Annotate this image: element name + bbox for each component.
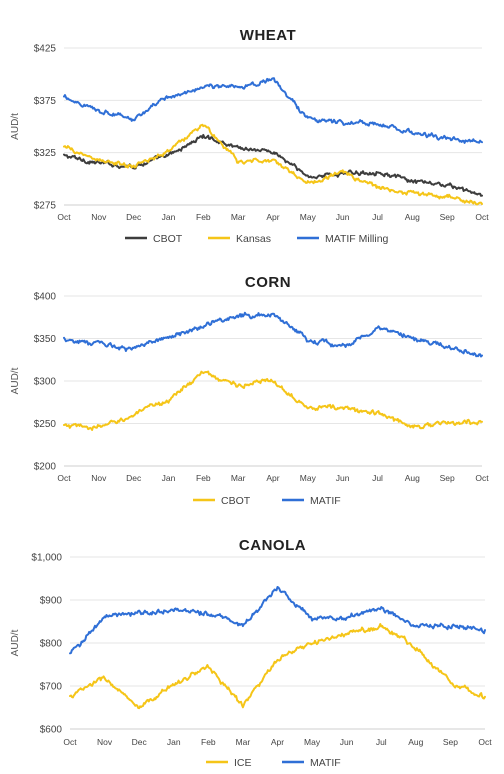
corn-y-tick-label: $200 [34,462,57,473]
wheat-x-tick-label: May [300,212,317,222]
corn-y-tick-label: $300 [34,377,57,388]
canola-legend-label: ICE [234,757,252,769]
corn-series-cbot [63,370,483,431]
wheat-legend-kansas: Kansas [208,233,271,245]
canola-chart: CANOLA AUD/t $600 $700 $800 $900 $1,000 Oct Nov D… [10,537,492,769]
corn-x-tick-label: Feb [196,473,211,483]
corn-legend-cbot: CBOT [193,495,251,507]
wheat-x-tick-label: Dec [126,212,142,222]
corn-y-tick-label: $400 [34,292,57,303]
wheat-series-matif-milling [63,77,483,144]
corn-x-tick-label: Dec [126,473,142,483]
corn-x-tick-label: Nov [91,473,107,483]
wheat-x-tick-label: Apr [266,212,279,222]
wheat-legend-cbot: CBOT [125,233,183,245]
canola-x-tick-label: Oct [478,737,492,747]
wheat-y-tick-label: $425 [34,44,57,55]
corn-x-tick-label: Mar [231,473,246,483]
corn-legend-matif: MATIF [282,495,341,507]
canola-x-tick-label: Apr [271,737,284,747]
wheat-y-axis-label: AUD/t [10,113,21,140]
canola-x-tick-label: Dec [132,737,148,747]
wheat-series-kansas [63,123,483,206]
corn-y-tick-label: $350 [34,334,57,345]
wheat-title: WHEAT [240,27,296,44]
wheat-legend-label: MATIF Milling [325,233,389,245]
corn-x-tick-label: Oct [475,473,489,483]
corn-x-tick-label: Jun [336,473,350,483]
canola-y-tick-label: $600 [40,725,63,736]
corn-x-tick-label: May [300,473,317,483]
canola-title: CANOLA [239,537,306,554]
canola-y-tick-label: $800 [40,639,63,650]
corn-x-tick-label: Jul [372,473,383,483]
wheat-x-tick-label: Sep [440,212,455,222]
canola-x-tick-label: Oct [63,737,77,747]
corn-chart: CORN AUD/t $200 $250 $300 $350 $400 Oct Nov Dec Ja… [10,274,489,507]
corn-x-tick-label: Apr [266,473,279,483]
wheat-x-tick-label: Jul [372,212,383,222]
wheat-y-tick-label: $375 [34,96,57,107]
corn-x-tick-label: Oct [57,473,71,483]
canola-series-matif [69,586,486,655]
canola-x-tick-label: May [304,737,321,747]
corn-x-tick-label: Jan [162,473,176,483]
wheat-x-tick-label: Nov [91,212,107,222]
wheat-x-tick-label: Mar [231,212,246,222]
corn-y-tick-label: $250 [34,419,57,430]
canola-x-tick-label: Feb [201,737,216,747]
canola-x-tick-label: Mar [236,737,251,747]
wheat-legend-matif-milling: MATIF Milling [297,233,389,245]
corn-y-axis-label: AUD/t [10,367,21,394]
canola-x-tick-label: Sep [443,737,458,747]
canola-legend-matif: MATIF [282,757,341,769]
corn-series-matif [63,311,483,358]
corn-x-tick-label: Sep [440,473,455,483]
wheat-x-tick-label: Oct [475,212,489,222]
canola-legend-ice: ICE [206,757,252,769]
canola-y-axis-label: AUD/t [10,629,21,656]
wheat-x-tick-label: Aug [405,212,420,222]
canola-x-tick-label: Aug [408,737,423,747]
corn-legend-label: MATIF [310,495,341,507]
canola-y-tick-label: $900 [40,596,63,607]
wheat-chart: WHEAT AUD/t $275 $325 $375 $425 Oct Nov Dec Jan Fe… [10,27,489,245]
wheat-y-tick-label: $275 [34,201,57,212]
wheat-x-tick-label: Jan [162,212,176,222]
wheat-legend-label: CBOT [153,233,183,245]
canola-x-tick-label: Nov [97,737,113,747]
canola-y-tick-label: $1,000 [31,553,62,564]
corn-legend-label: CBOT [221,495,251,507]
canola-x-tick-label: Jan [167,737,181,747]
wheat-legend-label: Kansas [236,233,271,245]
canola-x-tick-label: Jun [340,737,354,747]
wheat-x-tick-label: Jun [336,212,350,222]
wheat-x-tick-label: Oct [57,212,71,222]
canola-legend-label: MATIF [310,757,341,769]
canola-x-tick-label: Jul [376,737,387,747]
wheat-y-tick-label: $325 [34,148,57,159]
canola-series-ice [69,623,486,710]
corn-title: CORN [245,274,291,291]
canola-y-tick-label: $700 [40,682,63,693]
wheat-x-tick-label: Feb [196,212,211,222]
corn-x-tick-label: Aug [405,473,420,483]
wheat-series-cbot [63,133,483,197]
